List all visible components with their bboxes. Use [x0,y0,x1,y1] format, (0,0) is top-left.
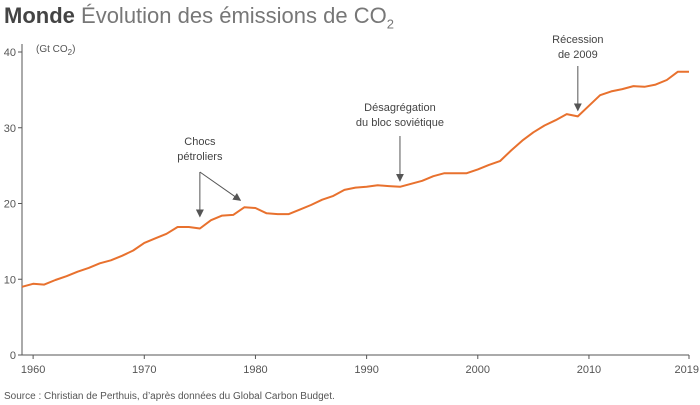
x-tick-label: 1990 [354,364,378,376]
title-subscript: 2 [386,16,394,32]
title-region: Monde [4,3,75,28]
x-tick-label: 2019 [675,364,699,376]
x-tick-label: 2000 [466,364,490,376]
x-tick-label: 1980 [243,364,267,376]
annotation-label: pétroliers [177,151,223,163]
y-tick-label: 40 [4,47,16,59]
annotation-label: du bloc soviétique [356,117,444,129]
y-tick-label: 30 [4,123,16,135]
x-tick-label: 1970 [132,364,156,376]
annotation-label: Désagrégation [364,102,436,114]
title-text: Évolution des émissions de CO [81,3,387,28]
y-tick-label: 10 [4,274,16,286]
y-tick-label: 20 [4,199,16,211]
y-axis-unit-label: (Gt CO2) [36,44,75,57]
annotation-label: Récession [552,34,603,46]
annotation-label: Chocs [184,136,216,148]
line-chart: 0 10 20 30 40 1960 1970 1980 1990 2000 2010 2019 (Gt… [4,34,699,376]
emissions-line [21,70,689,288]
y-tick-label: 0 [10,350,16,362]
x-tick-label: 1960 [21,364,45,376]
source-note: Source : Christian de Perthuis, d’après … [4,391,335,402]
chart-title: Monde Évolution des émissions de CO2 [4,3,394,31]
x-tick-label: 2010 [577,364,601,376]
annotation-arrow [199,171,242,201]
annotation-label: de 2009 [558,49,598,61]
